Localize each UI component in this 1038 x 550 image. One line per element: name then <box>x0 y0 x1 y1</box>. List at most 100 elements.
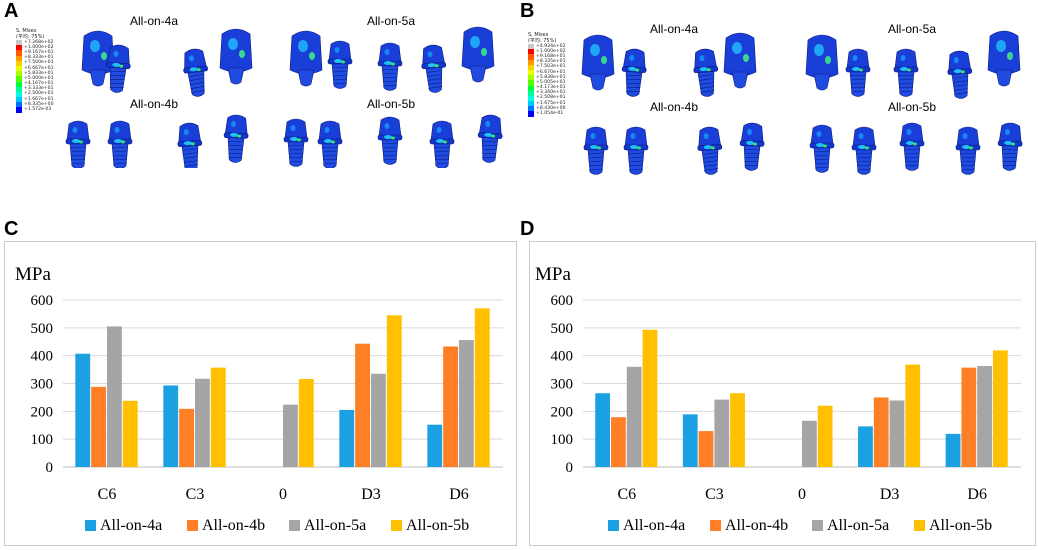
fem-title-all-on-4a: All-on-4a <box>650 22 699 36</box>
bar-all-on-5a-0 <box>802 420 817 467</box>
bar-all-on-5b-0 <box>817 405 833 467</box>
fem-title-all-on-4b: All-on-4b <box>650 100 699 114</box>
legend-swatch <box>528 111 534 117</box>
bar-all-on-4a-c6 <box>75 353 91 467</box>
y-axis-label: MPa <box>15 264 51 285</box>
implant-model <box>183 48 208 97</box>
implant-model <box>845 48 871 97</box>
bar-all-on-4a-c3 <box>163 385 179 467</box>
legend-value: +7.503e+01 <box>536 64 566 70</box>
chart-svg-d: MPa 0 100 200 300 400 500 600 C6 C3 0 D3 D6 All-on-4a… <box>535 264 1021 534</box>
y-tick-label: 200 <box>31 404 54 420</box>
implant-model <box>105 44 131 93</box>
legend-value: +1.000e+02 <box>24 44 54 50</box>
bar-all-on-5b-d6 <box>992 350 1008 467</box>
legend-swatch <box>528 106 534 112</box>
legend-row: +7.500e+01 <box>16 60 54 66</box>
bar-all-on-4a-d3 <box>858 426 873 467</box>
panel-label-a: A <box>4 0 19 22</box>
legend-header: (平均: 75%) <box>528 38 557 44</box>
legend-label-all-on-5a: All-on-5a <box>827 517 889 534</box>
legend-value: +1.572e-03 <box>24 107 52 113</box>
implant-model <box>987 30 1021 87</box>
implant-model <box>377 42 403 91</box>
fem-panel-b: S, Mises (平均: 75%) +4.934e+02 +1.000e+02 +… <box>524 8 1034 183</box>
legend-row: +1.667e+01 <box>16 96 54 103</box>
bar-all-on-5a-c3 <box>714 399 730 467</box>
legend-value: +7.268e+02 <box>24 39 54 45</box>
x-tick-label: D6 <box>449 486 469 503</box>
implant-model <box>581 34 615 91</box>
legend-swatch <box>528 75 534 81</box>
legend-swatch <box>16 97 22 103</box>
legend-swatch <box>16 55 22 61</box>
legend-value: +5.000e+01 <box>24 75 54 81</box>
y-tick-label: 300 <box>551 377 574 393</box>
legend-value: +8.430e+00 <box>536 105 566 111</box>
x-tick-label: D3 <box>361 486 381 503</box>
bar-all-on-4b-d6 <box>961 367 977 467</box>
implant-model <box>289 30 323 87</box>
legend-row: +5.838e+01 <box>528 74 566 81</box>
legend-swatch <box>16 50 22 56</box>
bar-all-on-5a-0 <box>283 404 298 467</box>
y-tick-label: 400 <box>551 349 574 365</box>
implant-model <box>893 48 919 97</box>
bar-all-on-5a-d6 <box>459 340 474 467</box>
implant-model <box>377 116 403 165</box>
bar-all-on-4a-c3 <box>682 414 698 467</box>
legend-value: +1.667e+01 <box>24 96 54 102</box>
legend-label-all-on-4a: All-on-4a <box>100 517 162 534</box>
legend-row: +5.000e+01 <box>16 75 54 82</box>
legend-swatch-all-on-4a <box>85 520 96 531</box>
legend-row: +8.430e+00 <box>528 105 566 112</box>
legend-row: +4.934e+02 <box>528 43 566 50</box>
implant-model <box>327 40 353 89</box>
legend-swatch <box>528 59 534 65</box>
bar-chart-c: MPa 0 100 200 300 400 500 600 C6 C3 0 D3 D6 All-on-4a… <box>4 241 517 546</box>
implant-model <box>621 48 647 97</box>
legend-label-all-on-5b: All-on-5b <box>406 517 469 534</box>
implant-model <box>947 50 973 99</box>
bar-all-on-5b-d6 <box>474 308 490 467</box>
x-tick-label: C6 <box>617 486 636 503</box>
implant-model <box>693 48 719 97</box>
bar-all-on-5b-c6 <box>122 400 138 467</box>
legend-swatch <box>16 45 22 51</box>
bar-all-on-5b-d3 <box>905 364 921 467</box>
y-tick-label: 0 <box>566 460 574 476</box>
implant-models-b <box>581 30 1023 175</box>
bar-all-on-4b-c3 <box>698 431 714 467</box>
legend-swatch <box>16 81 22 87</box>
bar-all-on-5a-c6 <box>626 366 642 467</box>
implant-model <box>583 126 609 175</box>
implant-model <box>623 126 649 175</box>
legend-header: (平均: 75%) <box>16 34 45 40</box>
implant-model <box>477 114 503 163</box>
legend-label-all-on-5a: All-on-5a <box>304 517 366 534</box>
y-tick-label: 200 <box>551 404 574 420</box>
panel-label-b: B <box>520 0 535 22</box>
x-tick-label: 0 <box>798 486 806 503</box>
bar-all-on-4a-d3 <box>339 409 355 467</box>
legend-row: +4.167e+01 <box>16 81 54 87</box>
legend-swatch <box>16 65 22 72</box>
bar-all-on-5b-d3 <box>386 315 402 467</box>
legend-row: +9.167e+01 <box>16 50 54 56</box>
x-tick-label: D6 <box>967 486 987 503</box>
legend-value: +4.934e+02 <box>536 43 566 49</box>
bar-all-on-5a-d3 <box>889 400 905 467</box>
legend-value: +4.167e+01 <box>24 81 54 87</box>
legend-value: +5.838e+01 <box>536 74 566 80</box>
bar-all-on-4b-d6 <box>443 346 458 467</box>
y-tick-label: 400 <box>31 349 54 365</box>
legend-label-all-on-5b: All-on-5b <box>929 517 992 534</box>
legend-row: +5.833e+01 <box>16 71 54 77</box>
legend-swatch-all-on-4a <box>608 520 619 531</box>
legend-row: +7.503e+01 <box>528 64 566 70</box>
legend-row: +7.268e+02 <box>16 39 54 46</box>
legend-swatch <box>528 101 534 107</box>
bar-all-on-4b-d3 <box>873 397 889 467</box>
bar-all-on-5b-c6 <box>642 329 658 467</box>
implant-model <box>177 122 203 168</box>
